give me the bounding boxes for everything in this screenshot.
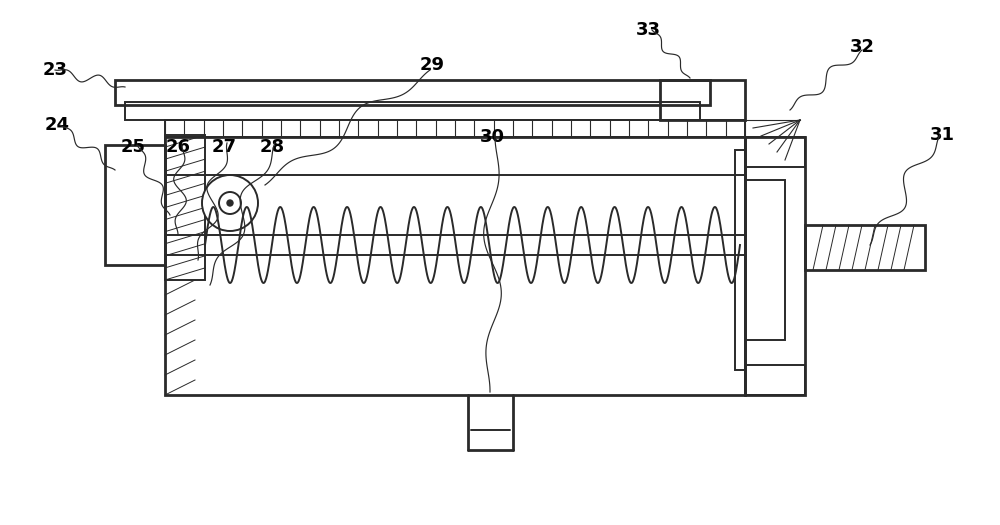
Bar <box>745 365 805 395</box>
Bar <box>165 120 745 137</box>
Bar <box>735 150 745 370</box>
Bar <box>125 102 700 120</box>
Bar <box>745 137 805 167</box>
Bar <box>165 135 205 280</box>
Text: 32: 32 <box>850 38 874 56</box>
Text: 29: 29 <box>420 56 444 74</box>
Bar <box>115 80 710 105</box>
Bar <box>165 137 745 395</box>
Text: 24: 24 <box>44 116 70 134</box>
Text: 30: 30 <box>480 128 505 146</box>
Bar <box>745 180 785 340</box>
Text: 33: 33 <box>636 21 660 39</box>
Bar <box>105 145 165 265</box>
Text: 27: 27 <box>212 138 237 156</box>
Text: 23: 23 <box>42 61 68 79</box>
Circle shape <box>227 200 233 206</box>
Bar <box>745 137 805 395</box>
Text: 25: 25 <box>120 138 146 156</box>
Circle shape <box>202 175 258 231</box>
Text: 26: 26 <box>166 138 190 156</box>
Bar <box>660 80 745 120</box>
Bar <box>805 225 925 270</box>
Text: 31: 31 <box>930 126 954 144</box>
Text: 28: 28 <box>259 138 285 156</box>
